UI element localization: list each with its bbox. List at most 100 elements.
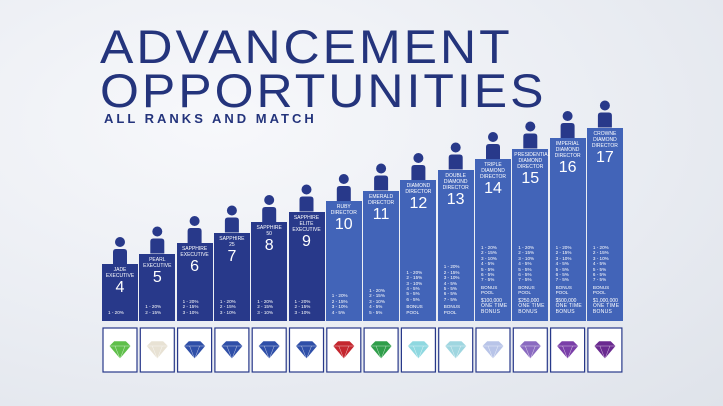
title-line-2: OPPORTUNITIES: [100, 64, 547, 118]
person-body: [597, 112, 612, 128]
match-levels: 1 - 20% 2 - 15% 3 - 10% 4 - 5% 5 - 5% 6 - 5% 7…: [593, 245, 623, 315]
match-level: 3 - 10%: [257, 309, 274, 315]
gem: [183, 340, 207, 360]
gem: [518, 340, 542, 360]
match-level: 1 - 20%: [257, 298, 274, 304]
match-level: 3 - 10%: [443, 275, 460, 281]
match-level: 4 - 5%: [481, 261, 495, 267]
bonus-label: ONE TIME BONUS: [518, 303, 545, 315]
rank-name: RUBY DIRECTOR: [330, 204, 357, 216]
rank-column: IMPERIAL DIAMOND DIRECTOR 16 1 - 20% 2 - 15…: [549, 138, 586, 321]
match-levels: 1 - 20%: [108, 310, 124, 315]
person-body: [336, 186, 351, 201]
person-head: [264, 195, 275, 205]
person-head: [562, 111, 573, 121]
gem-facet: [146, 345, 169, 360]
match-level: 1 - 20%: [145, 304, 162, 310]
rank-column: DIAMOND DIRECTOR 12 1 - 20% 2 - 15% 3 - 10% 4…: [400, 180, 437, 321]
rank-number: 5: [152, 268, 162, 286]
match-level: 5 - 5%: [555, 266, 569, 272]
match-level: 2 - 15%: [555, 250, 572, 256]
match-levels: 1 - 20% 2 - 15% 3 - 10%: [220, 299, 236, 315]
gem-facet: [220, 345, 243, 360]
match-level: 4 - 5%: [443, 280, 457, 286]
person-head: [152, 226, 163, 237]
match-level: 1 - 20%: [294, 298, 311, 304]
rank-number: 9: [302, 232, 311, 250]
match-level: 2 - 15%: [182, 304, 199, 310]
person-body: [374, 175, 389, 191]
rank-name: DOUBLE DIAMOND DIRECTOR: [442, 172, 469, 191]
person-head: [189, 216, 200, 226]
match-level: 5 - 5%: [481, 266, 495, 272]
match-level: 2 - 15%: [145, 309, 162, 315]
rank-column: SAPPHIRE 25 7 1 - 20% 2 - 15% 3 - 10%: [213, 232, 250, 321]
person-body: [113, 249, 127, 264]
rank-name: SAPPHIRE 25: [219, 235, 245, 248]
match-level: 1 - 20%: [481, 244, 497, 250]
rank-column: JADE EXECUTIVE 4 1 - 20%: [102, 264, 138, 321]
rank-column: RUBY DIRECTOR 10 1 - 20% 2 - 15% 3 - 10% 4 - …: [325, 201, 362, 321]
rank-name: PRESIDENTIAL DIAMOND DIRECTOR: [514, 151, 551, 170]
person-body: [448, 154, 463, 170]
bonus-label: ONE TIME BONUS: [592, 303, 620, 315]
gem-facet: [183, 345, 206, 360]
rank-column: EMERALD DIRECTOR 11 1 - 20% 2 - 15% 3 - 10% 4…: [363, 190, 400, 321]
gem: [406, 340, 430, 360]
match-level: 1 - 20%: [518, 244, 535, 250]
match-level: 6 - 5%: [592, 271, 607, 277]
match-level: 6 - 5%: [406, 296, 420, 302]
match-level: 5 - 5%: [443, 285, 457, 291]
gem: [295, 340, 318, 360]
rank-name: IMPERIAL DIAMOND DIRECTOR: [554, 141, 581, 159]
match-level: 7 - 5%: [555, 277, 569, 283]
person-body: [486, 144, 500, 159]
person-head: [226, 205, 237, 216]
rank-number: 7: [227, 247, 237, 265]
match-level: 1 - 20%: [443, 264, 460, 270]
bonus-label: ONE TIME BONUS: [481, 303, 508, 315]
rank-column: PRESIDENTIAL DIAMOND DIRECTOR 15 1 - 20% 2 …: [512, 148, 551, 321]
gem-facet: [519, 345, 542, 360]
gem-facet: [332, 345, 355, 360]
bonus-amount: $1,000,000: [592, 297, 618, 304]
person-body: [224, 217, 239, 233]
match-level: 3 - 10%: [481, 255, 497, 261]
person-head: [599, 100, 610, 111]
match-level: 6 - 5%: [555, 271, 569, 277]
rank-name: TRIPLE DIAMOND DIRECTOR: [479, 162, 507, 180]
gem: [108, 340, 132, 360]
bonus-pool: BONUS POOL: [518, 284, 535, 296]
match-level: 2 - 15%: [294, 304, 311, 310]
person-head: [525, 121, 536, 132]
rank-number: 12: [409, 195, 428, 212]
match-level: 4 - 5%: [369, 304, 383, 310]
match-level: 3 - 10%: [369, 298, 385, 304]
bonus-label: ONE TIME BONUS: [555, 303, 583, 315]
gem: [593, 340, 617, 360]
rank-number: 16: [558, 159, 577, 176]
match-levels: 1 - 20% 2 - 15% 3 - 10% 4 - 5% 5 - 5% 6 - 5% 7…: [444, 264, 474, 315]
gem-facet: [593, 345, 616, 360]
rank-name: JADE EXECUTIVE: [105, 267, 135, 279]
match-level: 4 - 5%: [555, 261, 569, 267]
match-levels: 1 - 20% 2 - 15% 3 - 10% 4 - 5% 5 - 5%: [369, 288, 385, 315]
gem: [220, 340, 244, 360]
bonus-pool: BONUS POOL: [592, 284, 610, 296]
gem: [145, 340, 169, 360]
bonus-pool: BONUS POOL: [555, 284, 572, 296]
bonus-pool: BONUS POOL: [481, 284, 498, 296]
match-level: 3 - 10%: [592, 255, 609, 261]
person-body: [411, 165, 426, 180]
match-levels: 1 - 20% 2 - 15% 3 - 10% 4 - 5% 5 - 5% 6 - 5% 7…: [518, 245, 548, 315]
match-level: 2 - 15%: [219, 304, 236, 310]
gem-facet: [370, 345, 393, 360]
match-level: 2 - 15%: [592, 250, 609, 256]
person-body: [262, 207, 277, 222]
match-levels: 1 - 20% 2 - 15% 3 - 10% 4 - 5% 5 - 5% 6 - 5% 7…: [556, 245, 586, 315]
match-level: 1 - 20%: [108, 309, 124, 315]
match-level: 1 - 20%: [592, 244, 609, 250]
match-level: 1 - 20%: [219, 298, 236, 304]
rank-number: 8: [264, 237, 274, 254]
